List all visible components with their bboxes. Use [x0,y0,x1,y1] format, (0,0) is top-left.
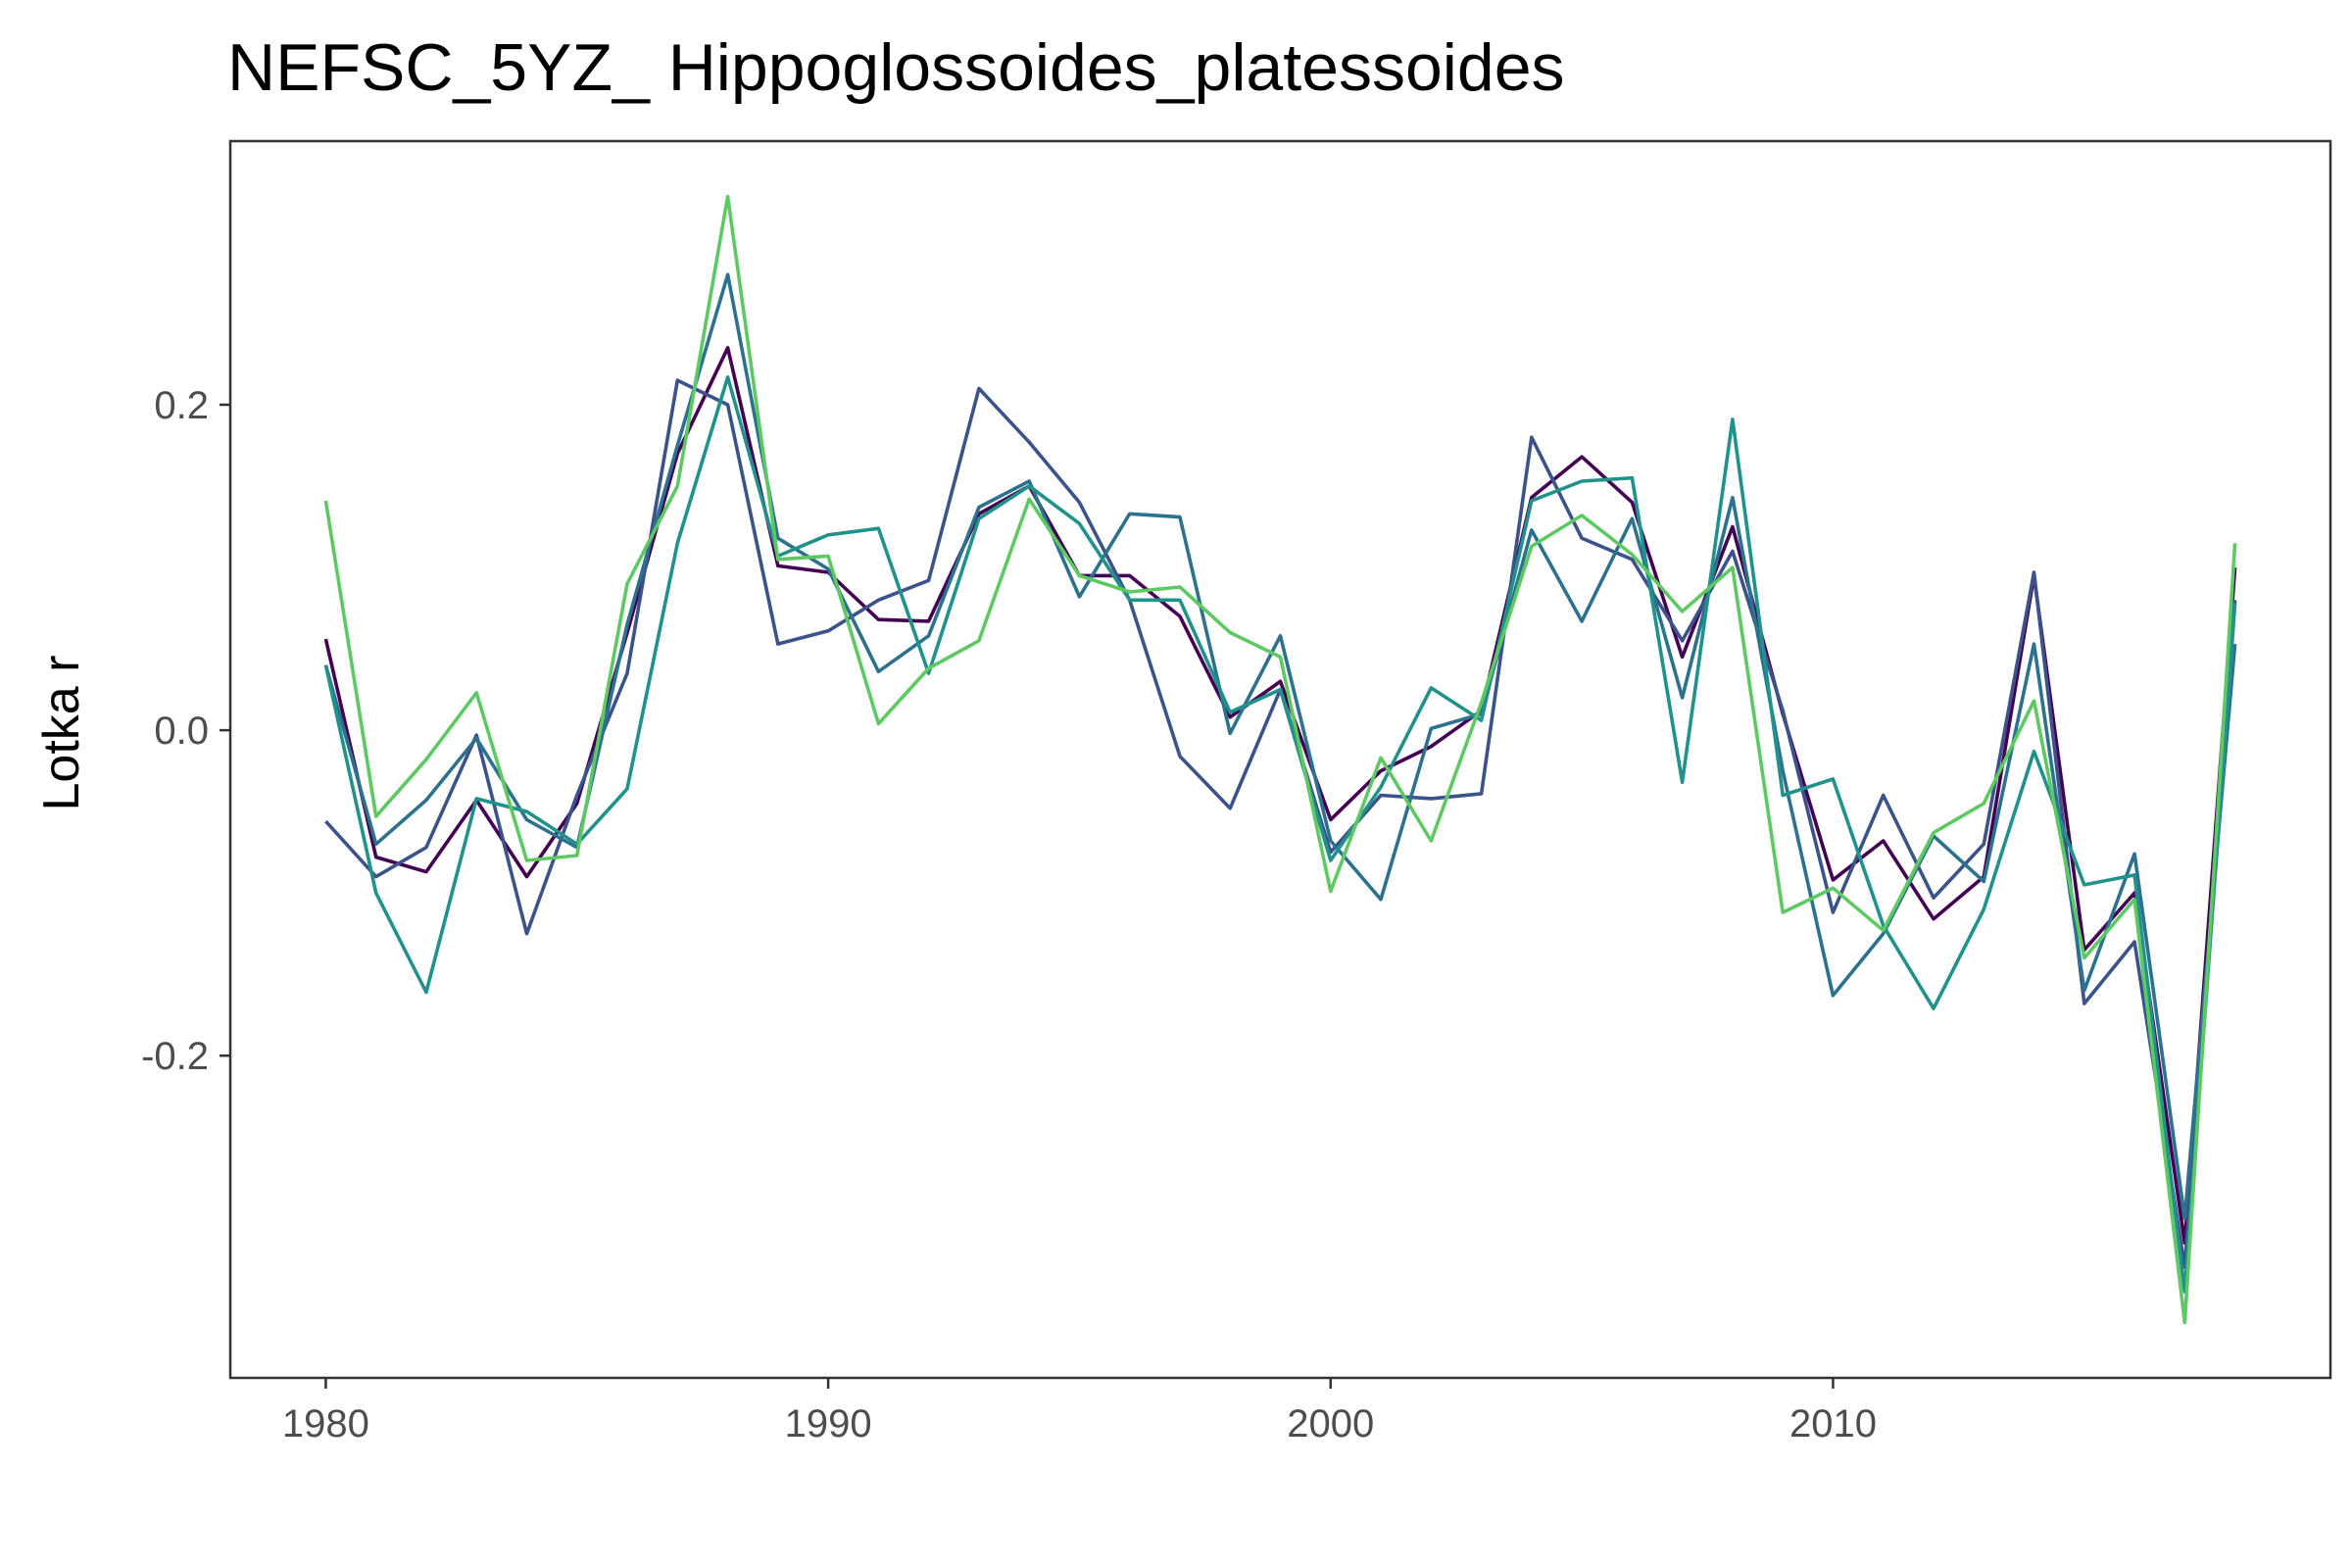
x-tick-label-2000: 2000 [1287,1402,1374,1446]
series-layer [323,194,2237,1325]
y-axis-title: Lotka r [33,656,90,811]
x-tick-label-1980: 1980 [282,1402,369,1446]
x-tick-label-2010: 2010 [1789,1402,1877,1446]
y-tick-label-2: 0.2 [154,384,209,427]
series-line-5 [323,194,2237,1325]
chart-title: NEFSC_5YZ_ Hippoglossoides_platessoides [227,30,1565,105]
x-axis: 1980 1990 2000 2010 [282,1378,1877,1446]
series-line-4 [323,375,2237,1294]
y-axis: -0.2 0.0 0.2 [141,384,230,1078]
series-line-3 [323,272,2237,1221]
y-tick-label-1: 0.0 [154,710,209,753]
series-line-1 [323,346,2237,1245]
x-tick-label-1990: 1990 [785,1402,872,1446]
plot-panel-border [228,139,2332,1380]
y-tick-label-0: -0.2 [141,1035,209,1078]
